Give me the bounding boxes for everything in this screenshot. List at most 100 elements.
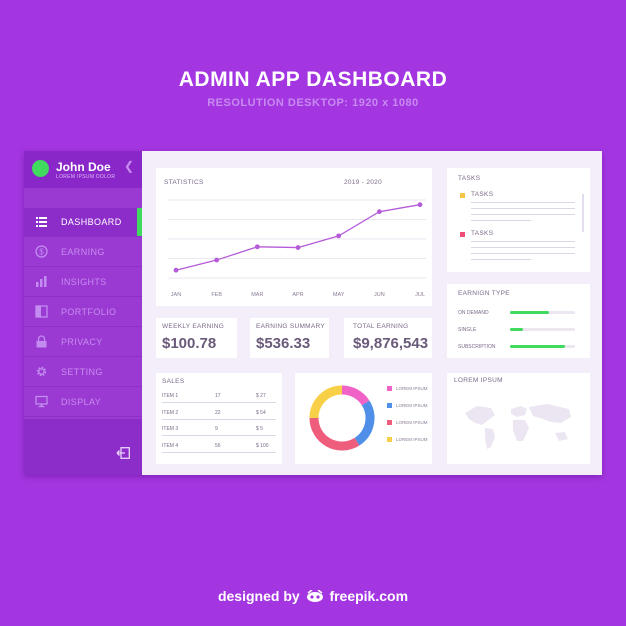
task-text-line <box>471 214 575 215</box>
legend-label: LOREM IPSUM <box>396 386 428 391</box>
earning-type-card: EARNIGN TYPE ON DEMAND SINGLE SUBSCRIPTION <box>447 284 590 358</box>
earning-label: WEEKLY EARNING <box>162 323 225 330</box>
earning-value: $100.78 <box>162 335 217 352</box>
page-title: ADMIN APP DASHBOARD <box>178 68 448 91</box>
donut-card: LOREM IPSUM LOREM IPSUM LOREM IPSUM LOREM I… <box>295 373 432 464</box>
tasks-scrollbar[interactable] <box>582 194 584 232</box>
donut-slice[interactable] <box>309 385 343 419</box>
data-point[interactable] <box>214 257 220 263</box>
sidebar-item-label: DISPLAY <box>61 397 102 407</box>
weekly-earning-card: WEEKLY EARNING $100.78 <box>156 318 237 358</box>
sidebar-item-insights[interactable]: INSIGHTS <box>24 268 142 297</box>
sales-item-cell: ITEM 4 <box>162 442 179 449</box>
earning-value: $536.33 <box>256 335 311 352</box>
logout-icon[interactable] <box>116 447 130 459</box>
legend-label: LOREM IPSUM <box>396 403 428 408</box>
task-text-line <box>471 247 575 248</box>
world-map-icon <box>465 404 571 449</box>
legend-swatch <box>387 403 392 408</box>
donut-slice[interactable] <box>354 400 375 446</box>
table-row-divider <box>162 435 276 436</box>
legend-label: LOREM IPSUM <box>396 420 428 425</box>
sales-item-cell: ITEM 1 <box>162 393 179 399</box>
sales-qty-cell: 17 <box>215 393 221 399</box>
earning-type-label: SUBSCRIPTION <box>458 344 496 350</box>
lock-icon <box>36 335 47 348</box>
earning-type-title: EARNIGN TYPE <box>458 290 510 297</box>
donut-slice[interactable] <box>309 417 360 451</box>
task-label: TASKS <box>471 230 494 237</box>
tasks-title: TASKS <box>458 175 481 182</box>
statistics-card: STATISTICS 2019 - 2020 JAN FEB MAR APR MAY JU… <box>156 168 432 306</box>
x-tick-label: JUN <box>374 292 385 298</box>
table-row-divider <box>162 451 276 453</box>
task-label: TASKS <box>471 191 494 198</box>
task-color-dot <box>460 232 465 237</box>
data-point[interactable] <box>173 267 179 273</box>
sales-qty-cell: 9 <box>215 426 218 432</box>
task-text-line <box>471 241 575 242</box>
monitor-icon <box>35 395 48 408</box>
donut-chart: LOREM IPSUM LOREM IPSUM LOREM IPSUM LOREM I… <box>309 385 428 451</box>
sidebar-item-privacy[interactable]: PRIVACY <box>24 328 142 357</box>
x-tick-label: JAN <box>171 292 181 298</box>
earning-value: $9,876,543 <box>353 335 429 352</box>
earning-type-label: ON DEMAND <box>458 310 489 316</box>
legend-swatch <box>387 437 392 442</box>
donut-slice[interactable] <box>341 385 370 406</box>
sales-item-cell: ITEM 3 <box>162 426 179 432</box>
data-point[interactable] <box>417 202 423 208</box>
portfolio-icon <box>35 305 48 318</box>
menu-lines-icon <box>36 217 47 227</box>
statistics-line-chart: JAN FEB MAR APR MAY JUN JUL <box>168 199 426 298</box>
bar-chart-icon <box>36 276 47 287</box>
sidebar-item-label: DASHBOARD <box>61 217 122 227</box>
tasks-card: TASKS TASKS TASKS <box>447 168 590 272</box>
legend-swatch <box>387 420 392 425</box>
sales-qty-cell: 56 <box>215 442 221 449</box>
data-point[interactable] <box>336 233 342 239</box>
earning-label: EARNING SUMMARY <box>256 323 326 330</box>
earning-summary-card: EARNING SUMMARY $536.33 <box>250 318 329 358</box>
collapse-sidebar-icon[interactable]: ❮ <box>124 159 135 173</box>
legend-swatch <box>387 386 392 391</box>
data-point[interactable] <box>254 244 260 250</box>
data-point[interactable] <box>376 209 382 215</box>
sidebar-item-label: PRIVACY <box>61 337 103 347</box>
sidebar-item-label: PORTFOLIO <box>61 307 117 317</box>
series-line <box>175 204 421 271</box>
sidebar-item-display[interactable]: DISPLAY <box>24 388 142 417</box>
svg-text:$: $ <box>39 248 44 257</box>
active-indicator <box>137 208 142 236</box>
sidebar-item-portfolio[interactable]: PORTFOLIO <box>24 298 142 327</box>
earning-type-bar-track <box>510 328 575 331</box>
earning-label: TOTAL EARNING <box>353 323 409 330</box>
x-tick-label: MAY <box>333 292 345 298</box>
sidebar-item-label: SETTING <box>61 367 103 377</box>
sidebar-footer <box>24 419 142 475</box>
total-earning-card: TOTAL EARNING $9,876,543 <box>344 318 432 358</box>
user-name: John Doe <box>56 160 111 174</box>
data-point[interactable] <box>295 245 301 250</box>
page-subtitle: RESOLUTION DESKTOP: 1920 x 1080 <box>207 97 419 109</box>
footer-designed-by: designed by <box>217 588 300 604</box>
sales-price-cell: $ 54 <box>256 409 266 416</box>
sales-card: SALES ITEM 1 17 $ 27 ITEM 2 22 $ 54 ITEM 3 9 $ 5… <box>156 373 282 464</box>
earning-type-bar-track <box>510 311 575 314</box>
footer-brand: freepik.com <box>329 588 409 604</box>
sales-title: SALES <box>162 378 185 385</box>
sidebar-item-earning[interactable]: $ EARNING <box>24 238 142 267</box>
x-tick-label: FEB <box>211 292 222 298</box>
earning-type-label: SINGLE <box>458 327 477 333</box>
table-row-divider <box>162 402 276 403</box>
sales-price-cell: $ 100 <box>256 442 269 449</box>
sidebar-item-dashboard[interactable]: DASHBOARD <box>24 208 142 237</box>
avatar[interactable] <box>32 160 49 177</box>
sidebar-item-setting[interactable]: SETTING <box>24 358 142 387</box>
legend-label: LOREM IPSUM <box>396 437 428 442</box>
sales-price-cell: $ 27 <box>256 393 266 399</box>
dashboard-window: John Doe LOREM IPSUM DOLOR ❮ DASHBOARD $… <box>24 151 602 475</box>
gear-icon <box>36 366 47 377</box>
statistics-title: STATISTICS <box>164 179 204 186</box>
earning-type-bar-fill <box>510 328 523 331</box>
